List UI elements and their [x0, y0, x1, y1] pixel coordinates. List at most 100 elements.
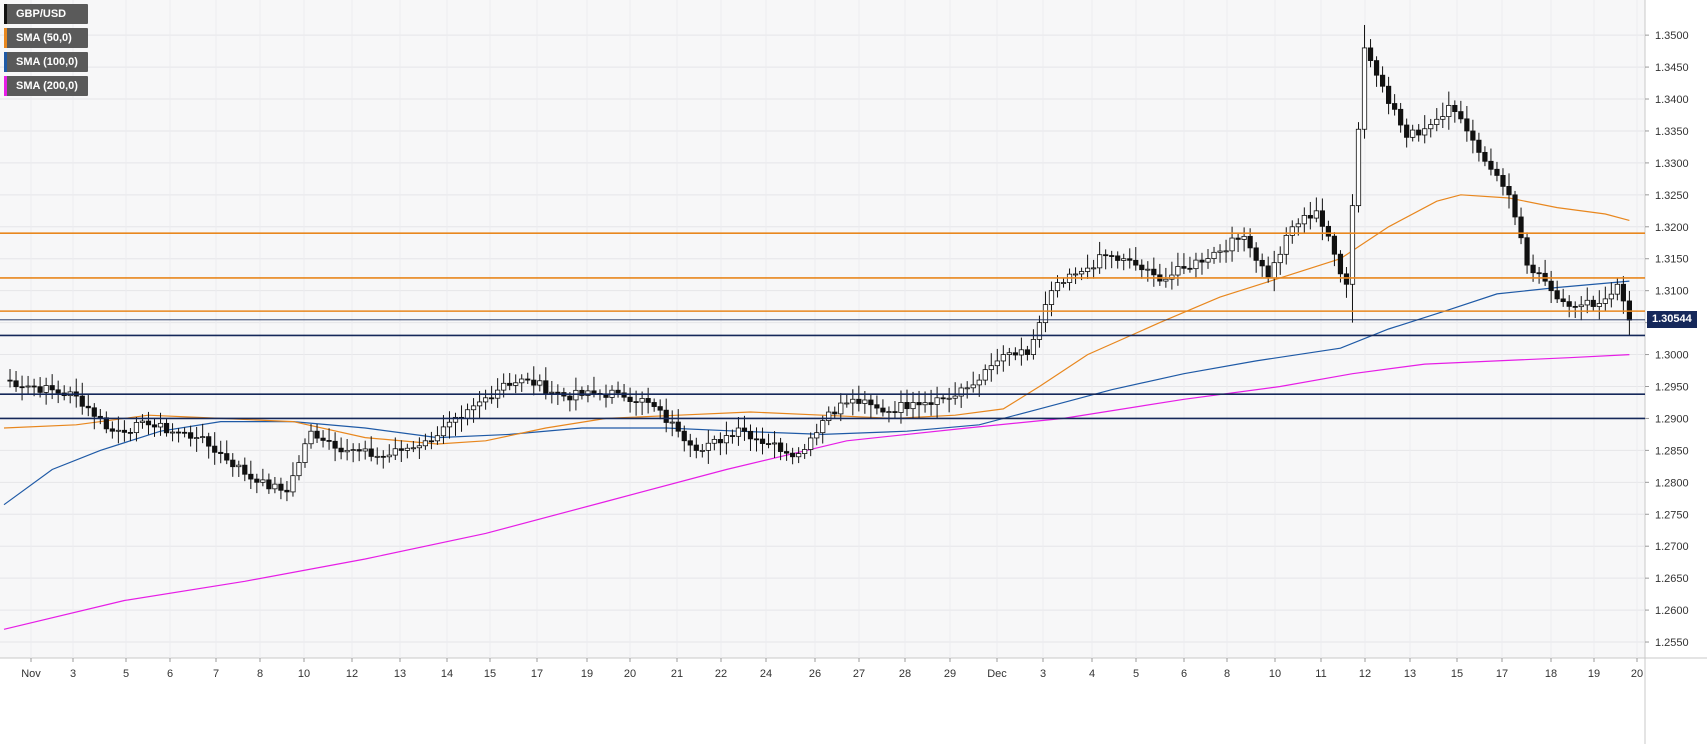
candle[interactable]: [856, 385, 862, 412]
candle[interactable]: [1361, 24, 1368, 139]
candle[interactable]: [1404, 118, 1410, 148]
candle[interactable]: [1379, 66, 1386, 93]
candle[interactable]: [1337, 250, 1344, 283]
candle[interactable]: [675, 409, 681, 438]
candle[interactable]: [350, 443, 356, 463]
candle[interactable]: [832, 406, 838, 419]
candle[interactable]: [1103, 249, 1109, 270]
candle[interactable]: [1259, 253, 1265, 277]
candle[interactable]: [663, 398, 669, 433]
candle[interactable]: [398, 440, 404, 462]
candle[interactable]: [934, 386, 940, 419]
candle[interactable]: [657, 399, 663, 420]
candle[interactable]: [645, 387, 651, 414]
candle[interactable]: [200, 423, 206, 444]
candle[interactable]: [368, 436, 374, 462]
candle[interactable]: [1072, 267, 1079, 285]
candle[interactable]: [326, 428, 332, 450]
candle[interactable]: [248, 460, 254, 489]
candle[interactable]: [1127, 248, 1133, 269]
candle[interactable]: [1470, 119, 1476, 154]
candle[interactable]: [242, 457, 248, 482]
candle[interactable]: [332, 432, 338, 462]
candle[interactable]: [1097, 241, 1103, 274]
candle[interactable]: [344, 438, 350, 461]
candle[interactable]: [175, 428, 182, 443]
candle[interactable]: [1325, 220, 1331, 242]
candle[interactable]: [308, 424, 314, 449]
candle[interactable]: [615, 381, 621, 398]
candle[interactable]: [254, 473, 260, 494]
candle[interactable]: [260, 468, 266, 487]
candle[interactable]: [1590, 295, 1596, 312]
candle[interactable]: [218, 440, 224, 464]
candle[interactable]: [579, 386, 585, 400]
candle[interactable]: [1464, 105, 1470, 142]
candle[interactable]: [1584, 287, 1590, 314]
candle[interactable]: [790, 447, 796, 465]
candle[interactable]: [386, 444, 392, 463]
legend-item-sma50[interactable]: SMA (50,0): [4, 28, 88, 48]
candle[interactable]: [476, 391, 483, 419]
candle[interactable]: [1139, 259, 1145, 279]
candle[interactable]: [302, 438, 308, 468]
candle[interactable]: [1355, 122, 1362, 213]
candle[interactable]: [338, 437, 344, 460]
candle[interactable]: [1331, 232, 1338, 267]
candle[interactable]: [988, 353, 994, 382]
candle[interactable]: [25, 375, 31, 394]
candle[interactable]: [1187, 256, 1193, 273]
candle[interactable]: [157, 412, 164, 436]
candle[interactable]: [230, 453, 236, 477]
candle[interactable]: [1121, 253, 1127, 271]
candle[interactable]: [109, 421, 115, 439]
candle[interactable]: [392, 437, 398, 460]
candle[interactable]: [741, 415, 748, 441]
candle[interactable]: [1446, 91, 1452, 130]
candle[interactable]: [1343, 267, 1350, 298]
candle[interactable]: [1307, 201, 1313, 230]
candle[interactable]: [1566, 295, 1572, 318]
candle[interactable]: [826, 406, 832, 426]
candle[interactable]: [735, 416, 742, 446]
candle[interactable]: [886, 406, 892, 423]
candle[interactable]: [513, 374, 519, 394]
candle[interactable]: [1458, 100, 1464, 124]
candle[interactable]: [729, 429, 736, 444]
candle[interactable]: [278, 477, 284, 500]
candle[interactable]: [133, 417, 140, 442]
candle[interactable]: [380, 450, 386, 469]
candle[interactable]: [507, 373, 513, 391]
candle[interactable]: [1277, 246, 1283, 275]
candle[interactable]: [1151, 257, 1157, 287]
candle[interactable]: [627, 387, 633, 413]
candle[interactable]: [1482, 146, 1488, 167]
candle[interactable]: [1392, 94, 1398, 116]
candle[interactable]: [771, 431, 778, 458]
candle[interactable]: [121, 420, 127, 442]
candle[interactable]: [1060, 277, 1067, 288]
candle[interactable]: [525, 372, 531, 384]
candle[interactable]: [194, 426, 200, 452]
candle[interactable]: [296, 455, 302, 481]
candle[interactable]: [482, 389, 489, 410]
candle[interactable]: [1181, 253, 1187, 275]
candle[interactable]: [1054, 275, 1061, 298]
candle[interactable]: [1000, 345, 1006, 372]
candle[interactable]: [1518, 207, 1524, 245]
candle[interactable]: [1235, 232, 1241, 253]
candle[interactable]: [699, 443, 705, 458]
candle[interactable]: [970, 371, 976, 393]
candle[interactable]: [163, 418, 170, 437]
candle[interactable]: [31, 378, 37, 397]
candle[interactable]: [1596, 290, 1602, 320]
candle[interactable]: [1500, 168, 1506, 196]
candle[interactable]: [410, 441, 416, 453]
candle[interactable]: [994, 348, 1000, 375]
candle[interactable]: [1410, 124, 1416, 142]
candle[interactable]: [1301, 207, 1307, 233]
candle[interactable]: [13, 370, 19, 392]
candle[interactable]: [127, 428, 134, 442]
candle[interactable]: [1205, 248, 1211, 269]
